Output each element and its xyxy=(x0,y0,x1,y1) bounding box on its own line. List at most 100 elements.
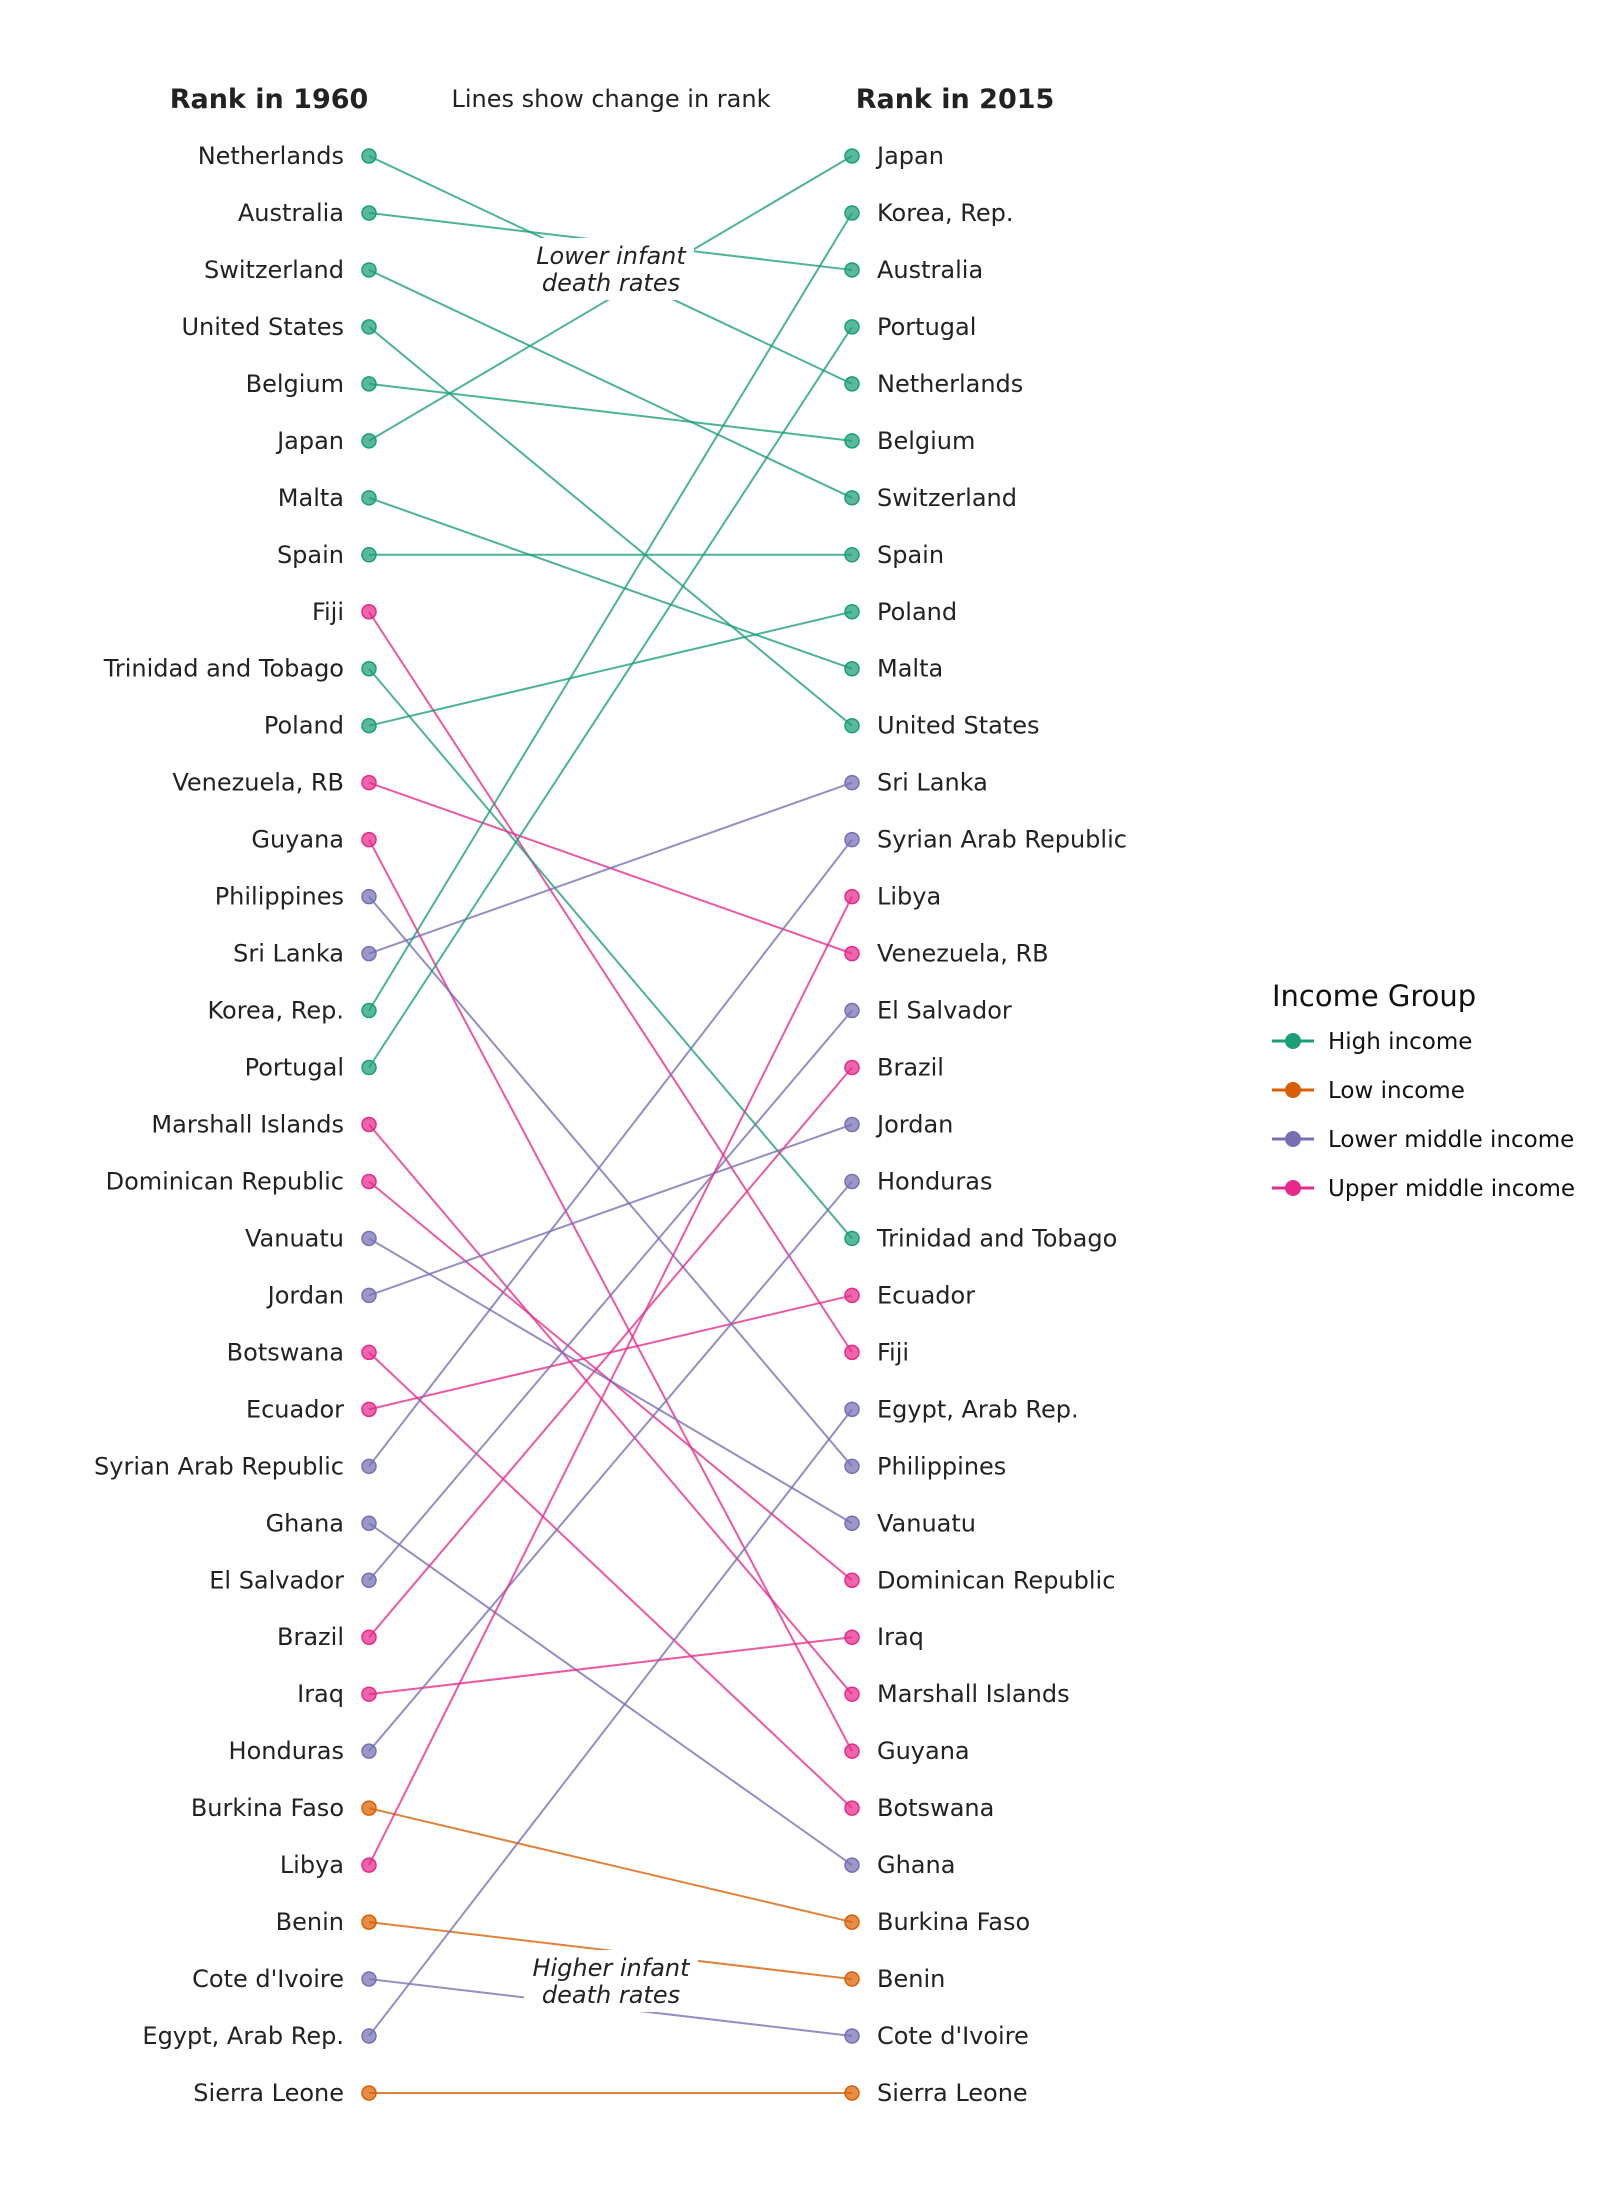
point-2015-philippines xyxy=(844,1458,860,1475)
slope-line-botswana xyxy=(368,1351,853,1809)
point-2015-benin xyxy=(844,1971,860,1987)
label-1960-netherlands: Netherlands xyxy=(198,142,344,170)
label-2015-philippines: Philippines xyxy=(877,1452,1006,1480)
point-1960-jordan xyxy=(361,1287,377,1304)
label-1960-venezuela-rb: Venezuela, RB xyxy=(172,769,344,797)
point-1960-el-salvador xyxy=(361,1572,377,1589)
label-1960-el-salvador: El Salvador xyxy=(209,1566,344,1594)
point-2015-dominican-republic xyxy=(844,1572,860,1589)
point-2015-marshall-islands xyxy=(844,1686,860,1702)
label-1960-belgium: Belgium xyxy=(246,370,344,398)
point-2015-honduras xyxy=(844,1173,860,1190)
point-1960-spain xyxy=(361,547,377,563)
point-1960-benin xyxy=(361,1914,377,1930)
label-1960-marshall-islands: Marshall Islands xyxy=(151,1111,344,1139)
label-2015-ghana: Ghana xyxy=(877,1851,955,1879)
point-2015-fiji xyxy=(844,1344,860,1361)
point-2015-poland xyxy=(844,604,860,620)
point-2015-brazil xyxy=(844,1059,860,1076)
label-1960-japan: Japan xyxy=(275,427,344,455)
point-1960-syrian-arab-republic xyxy=(361,1458,377,1475)
label-1960-malta: Malta xyxy=(278,484,344,512)
point-1960-venezuela-rb xyxy=(361,774,377,791)
label-2015-jordan: Jordan xyxy=(875,1111,953,1139)
slope-line-burkina-faso xyxy=(368,1807,853,1924)
slope-line-sri-lanka xyxy=(368,781,853,955)
point-1960-burkina-faso xyxy=(361,1800,377,1816)
point-2015-libya xyxy=(844,888,860,905)
point-2015-japan xyxy=(844,148,860,164)
label-2015-brazil: Brazil xyxy=(877,1054,944,1082)
point-2015-belgium xyxy=(844,433,860,449)
label-1960-honduras: Honduras xyxy=(229,1737,344,1765)
legend-label-low-income: Low income xyxy=(1328,1078,1465,1104)
slope-line-ghana xyxy=(368,1522,853,1866)
point-1960-egypt-arab-rep xyxy=(361,2028,377,2044)
point-2015-botswana xyxy=(844,1800,860,1816)
slope-line-jordan xyxy=(368,1123,853,1297)
point-2015-vanuatu xyxy=(844,1515,860,1532)
label-2015-malta: Malta xyxy=(877,655,943,683)
slope-line-korea-rep xyxy=(368,212,853,1012)
label-1960-ghana: Ghana xyxy=(266,1509,344,1537)
point-1960-trinidad-and-tobago xyxy=(361,660,377,677)
point-1960-sri-lanka xyxy=(361,945,377,962)
label-1960-burkina-faso: Burkina Faso xyxy=(191,1794,344,1822)
label-2015-libya: Libya xyxy=(877,883,941,911)
label-1960-united-states: United States xyxy=(181,313,344,341)
left-axis-title: Rank in 1960 xyxy=(170,84,369,115)
legend-key-point-upper-middle-income xyxy=(1285,1180,1301,1196)
annotation-lower-line2: death rates xyxy=(542,269,680,297)
annotation-higher-line1: Higher infant xyxy=(532,1954,691,1982)
label-2015-dominican-republic: Dominican Republic xyxy=(877,1566,1115,1594)
point-1960-brazil xyxy=(361,1629,377,1645)
label-2015-syrian-arab-republic: Syrian Arab Republic xyxy=(877,826,1127,854)
label-1960-botswana: Botswana xyxy=(227,1338,344,1366)
label-1960-dominican-republic: Dominican Republic xyxy=(106,1167,344,1195)
point-2015-spain xyxy=(844,547,860,563)
point-2015-australia xyxy=(844,262,860,278)
label-1960-sierra-leone: Sierra Leone xyxy=(193,2079,344,2107)
chart-subtitle: Lines show change in rank xyxy=(452,85,771,113)
label-1960-trinidad-and-tobago: Trinidad and Tobago xyxy=(103,655,344,683)
legend-title: Income Group xyxy=(1272,979,1476,1013)
label-1960-vanuatu: Vanuatu xyxy=(245,1224,344,1252)
point-2015-burkina-faso xyxy=(844,1914,860,1930)
label-1960-libya: Libya xyxy=(280,1851,344,1879)
label-1960-australia: Australia xyxy=(238,199,344,227)
label-2015-australia: Australia xyxy=(877,256,983,284)
label-2015-united-states: United States xyxy=(877,712,1040,740)
point-2015-ghana xyxy=(844,1857,860,1873)
legend-label-lower-middle-income: Lower middle income xyxy=(1328,1127,1574,1153)
point-2015-jordan xyxy=(844,1116,860,1133)
label-2015-honduras: Honduras xyxy=(877,1167,992,1195)
legend-label-upper-middle-income: Upper middle income xyxy=(1328,1176,1575,1202)
point-1960-poland xyxy=(361,717,377,734)
slope-line-philippines xyxy=(368,895,853,1467)
point-2015-cote-d-ivoire xyxy=(844,2028,860,2044)
label-1960-iraq: Iraq xyxy=(297,1680,344,1708)
label-1960-guyana: Guyana xyxy=(251,826,344,854)
label-2015-cote-d-ivoire: Cote d'Ivoire xyxy=(877,2022,1029,2050)
label-1960-brazil: Brazil xyxy=(277,1623,344,1651)
label-1960-switzerland: Switzerland xyxy=(204,256,344,284)
label-2015-benin: Benin xyxy=(877,1965,945,1993)
point-2015-ecuador xyxy=(844,1287,860,1304)
label-2015-spain: Spain xyxy=(877,541,944,569)
annotation-higher: Higher infant death rates xyxy=(524,1950,698,2012)
slope-line-poland xyxy=(368,610,853,727)
point-1960-cote-d-ivoire xyxy=(361,1971,377,1987)
slope-line-switzerland xyxy=(368,269,853,499)
label-1960-fiji: Fiji xyxy=(312,598,344,626)
point-2015-sierra-leone xyxy=(844,2085,860,2101)
label-1960-spain: Spain xyxy=(277,541,344,569)
label-2015-sri-lanka: Sri Lanka xyxy=(877,769,988,797)
point-1960-iraq xyxy=(361,1686,377,1702)
label-2015-japan: Japan xyxy=(875,142,944,170)
slope-line-malta xyxy=(368,496,853,670)
point-2015-venezuela-rb xyxy=(844,945,860,962)
point-2015-el-salvador xyxy=(844,1002,860,1019)
right-axis-title: Rank in 2015 xyxy=(856,84,1055,115)
point-2015-syrian-arab-republic xyxy=(844,831,860,848)
label-2015-ecuador: Ecuador xyxy=(877,1281,975,1309)
